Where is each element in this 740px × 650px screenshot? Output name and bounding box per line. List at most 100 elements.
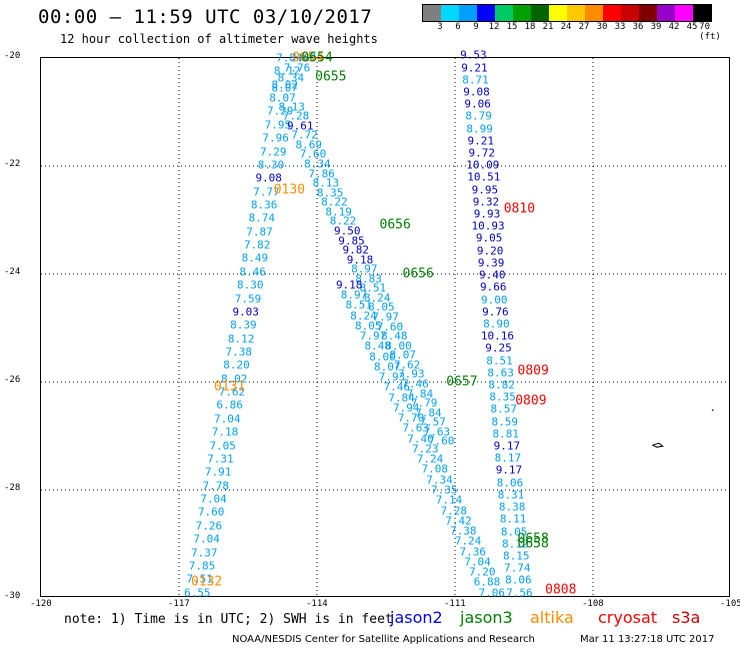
wave-height-value: 8.30 <box>257 158 285 172</box>
wave-height-value: 9.76 <box>482 305 509 319</box>
colorbar-label: 12 <box>488 22 500 32</box>
pass-time-label: 0809 <box>517 363 549 379</box>
wave-height-value: 7.56 <box>506 586 533 600</box>
wave-height-value: 10.09 <box>466 158 500 172</box>
colorbar-label: 30 <box>596 22 608 32</box>
wave-height-value: 7.79 <box>410 396 438 410</box>
wave-height-value: 8.57 <box>490 402 517 416</box>
wave-height-value: 7.14 <box>435 493 463 507</box>
wave-height-value: 9.00 <box>481 293 508 307</box>
wave-height-value: 7.67 <box>289 51 317 65</box>
wave-height-value: 7.59 <box>234 292 262 306</box>
wave-height-value: 7.63 <box>423 425 451 439</box>
colorbar-label: 42 <box>668 22 680 32</box>
colorbar-swatch <box>513 5 531 21</box>
wave-height-value: 8.05 <box>354 319 382 333</box>
wave-height-value: 7.29 <box>266 104 294 118</box>
wave-height-value: 8.79 <box>465 109 492 123</box>
colorbar-label: 27 <box>578 22 590 32</box>
wave-height-value: 8.15 <box>503 549 530 563</box>
wave-height-value: 8.24 <box>350 309 377 323</box>
wave-height-value: 7.62 <box>218 385 246 399</box>
wave-height-value: 7.82 <box>243 238 271 252</box>
legend-cryosat: cryosat <box>598 608 658 627</box>
wave-height-value: 7.24 <box>416 452 444 466</box>
lat-tick-label: -26 <box>4 375 21 385</box>
pass-time-label: 0657 <box>446 374 478 390</box>
wave-height-value: 7.87 <box>246 225 273 239</box>
wave-height-value: 7.74 <box>504 561 531 575</box>
wave-height-value: 9.21 <box>461 61 488 74</box>
colorbar-swatch <box>657 5 675 21</box>
wave-height-value: 8.97 <box>351 262 378 276</box>
page-title: 00:00 — 11:59 UTC 03/10/2017 <box>38 6 373 28</box>
wave-height-value: 8.22 <box>321 195 348 209</box>
wave-height-value: 7.93 <box>378 370 406 384</box>
wave-height-value: 9.25 <box>485 341 512 355</box>
pass-time-label: 0655 <box>315 69 347 85</box>
wave-height-value: 8.07 <box>389 348 417 362</box>
wave-height-value: 7.91 <box>204 465 232 479</box>
lon-tick-label: -111 <box>444 599 466 609</box>
wave-height-value: 9.66 <box>480 280 507 294</box>
colorbar-label: 45 <box>686 22 698 32</box>
wave-height-value: 7.77 <box>253 185 280 199</box>
wave-height-value: 7.76 <box>283 61 311 75</box>
colorbar-swatch <box>531 5 549 21</box>
lon-tick-label: -120 <box>30 599 52 609</box>
pass-time-label: 0658 <box>517 531 549 547</box>
wave-height-value: 8.46 <box>239 265 266 279</box>
pass-time-label: 0658 <box>517 536 549 552</box>
wave-height-value: 9.18 <box>346 253 374 267</box>
wave-height-value: 8.07 <box>269 91 296 105</box>
wave-height-value: 9.08 <box>463 85 490 99</box>
wave-height-value: 8.35 <box>316 186 344 200</box>
wave-height-value: 8.12 <box>501 537 529 551</box>
pass-time-label: 0131 <box>213 379 246 395</box>
wave-height-value: 7.46 <box>383 380 410 394</box>
lat-tick-label: -28 <box>4 483 21 493</box>
generated-time: Mar 11 13:27:18 UTC 2017 <box>580 634 715 645</box>
wave-height-value: 7.95 <box>264 118 292 132</box>
wave-height-value: 7.62 <box>393 358 421 372</box>
colorbar-swatch <box>639 5 657 21</box>
colorbar-swatch <box>495 5 513 21</box>
wave-height-value: 9.05 <box>475 231 503 245</box>
wave-height-value: 8.48 <box>380 329 408 343</box>
wave-height-value: 8.17 <box>494 451 522 465</box>
island-shape <box>651 442 665 448</box>
wave-height-value: 7.78 <box>202 479 230 493</box>
colorbar-label: 15 <box>506 22 518 32</box>
legend-altika: altika <box>530 608 574 627</box>
wave-height-value: 8.13 <box>278 100 305 114</box>
wave-height-value: 9.40 <box>478 268 506 282</box>
legend-jason2: jason2 <box>390 608 443 627</box>
pass-time-label: 0810 <box>503 201 536 217</box>
wave-height-value: 7.04 <box>193 532 220 546</box>
wave-height-value: 8.31 <box>497 488 525 502</box>
wave-height-value: 8.20 <box>223 358 250 372</box>
wave-height-value: 8.24 <box>363 291 391 305</box>
wave-height-value: 7.36 <box>459 545 487 559</box>
colorbar-swatch <box>585 5 603 21</box>
pass-time-label: 0656 <box>379 217 411 233</box>
wave-height-value: 7.04 <box>200 492 227 506</box>
wave-height-value: 9.08 <box>255 171 282 185</box>
wave-height-value: 7.18 <box>211 425 239 439</box>
wave-height-value: 10.51 <box>467 170 501 184</box>
wave-height-value: 7.08 <box>421 462 449 476</box>
wave-height-value: 9.17 <box>495 463 523 477</box>
map-grid <box>41 58 731 598</box>
wave-height-value: 7.40 <box>407 432 434 446</box>
wave-height-value: 7.24 <box>454 534 482 548</box>
wave-height-value: 7.38 <box>225 345 253 359</box>
wave-height-value: 7.97 <box>372 310 399 324</box>
wave-height-value: 9.72 <box>468 146 496 160</box>
wave-height-value: 8.00 <box>369 350 396 364</box>
wave-height-value: 7.85 <box>188 559 216 573</box>
colorbar-swatch <box>693 5 711 21</box>
wave-height-value: 8.74 <box>248 211 276 225</box>
island-dot <box>711 409 714 411</box>
colorbar-label: 33 <box>614 22 626 32</box>
colorbar-label: 39 <box>650 22 662 32</box>
